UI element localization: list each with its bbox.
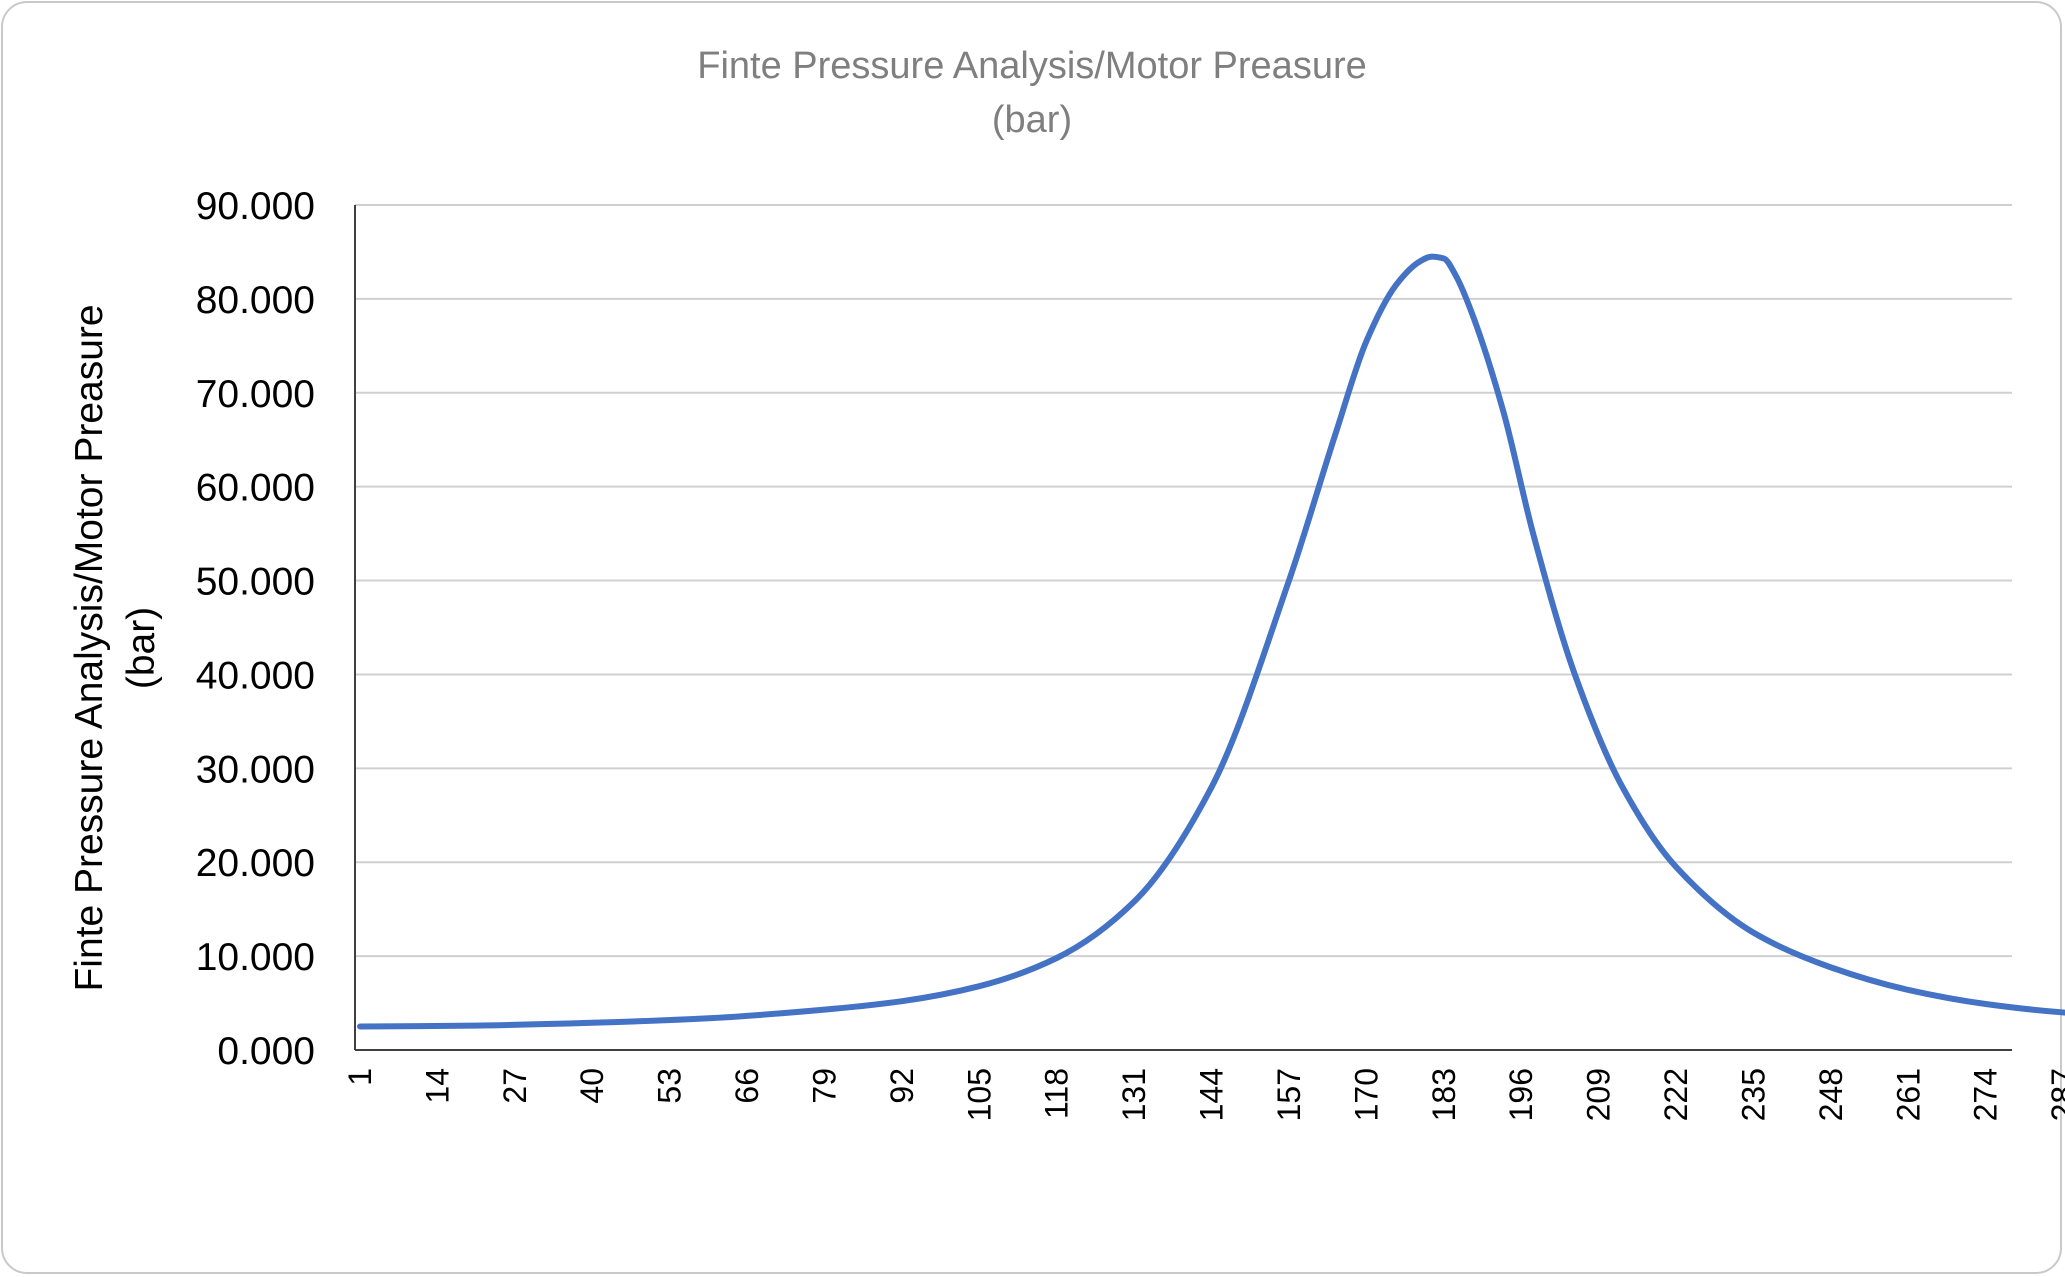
x-tick-222: 222 [1658,1068,1694,1121]
x-tick-label: 92 [884,1068,920,1104]
axes [354,205,2012,1051]
x-tick-27: 27 [497,1068,533,1104]
x-tick-label: 287 [2045,1068,2065,1121]
x-tick-label: 105 [961,1068,997,1121]
x-tick-118: 118 [1039,1068,1075,1119]
y-tick-labels: 0.000 10.000 20.000 30.000 40.000 50.000 60.00… [196,185,315,1073]
x-tick-183: 183 [1426,1068,1462,1121]
chart-title-line-1: Finte Pressure Analysis/Motor Preasure [697,45,1367,87]
y-tick-label: 10.000 [196,936,315,979]
x-tick-label: 14 [419,1068,455,1104]
y-tick-label: 30.000 [196,748,315,791]
x-tick-131: 131 [1116,1068,1152,1121]
x-tick-287: 287 [2045,1068,2065,1121]
y-tick-label: 60.000 [196,467,315,510]
series-layer [357,253,2065,1030]
x-tick-label: 118 [1039,1068,1075,1119]
x-tick-209: 209 [1581,1068,1617,1121]
x-tick-196: 196 [1503,1068,1539,1121]
x-tick-label: 157 [1271,1068,1307,1121]
gridlines [355,204,2012,958]
x-tick-105: 105 [961,1068,997,1121]
y-tick-label: 40.000 [196,654,315,697]
x-tick-label: 27 [497,1068,533,1104]
x-tick-66: 66 [729,1068,765,1104]
x-tick-label: 183 [1426,1068,1462,1121]
x-tick-label: 144 [1194,1068,1230,1121]
series-line [357,253,2065,1030]
x-tick-274: 274 [1968,1068,2004,1121]
y-tick-label: 0.000 [217,1030,315,1073]
y-axis-title-line-2: (bar) [120,607,163,689]
y-tick-label: 90.000 [196,185,315,228]
x-tick-label: 66 [729,1068,765,1104]
x-tick-label: 196 [1503,1068,1539,1121]
x-tick-label: 131 [1116,1068,1152,1121]
x-tick-label: 274 [1968,1068,2004,1121]
x-tick-53: 53 [652,1068,688,1104]
x-tick-170: 170 [1348,1068,1384,1121]
x-tick-labels: 1 14 27 40 53 66 79 92 105 118 131 144 157 170 183 196 2… [342,1068,2065,1121]
x-tick-92: 92 [884,1068,920,1104]
chart-title-line-2: (bar) [992,99,1072,141]
x-tick-label: 261 [1890,1068,1926,1121]
y-tick-label: 80.000 [196,279,315,322]
x-tick-label: 1 [342,1068,378,1086]
y-tick-label: 20.000 [196,842,315,885]
x-tick-1: 1 [342,1068,378,1086]
x-tick-label: 40 [574,1068,610,1104]
x-tick-label: 248 [1813,1068,1849,1121]
x-tick-14: 14 [419,1068,455,1104]
x-tick-248: 248 [1813,1068,1849,1121]
y-tick-label: 50.000 [196,561,315,604]
x-tick-261: 261 [1890,1068,1926,1121]
x-tick-40: 40 [574,1068,610,1104]
x-tick-label: 53 [652,1068,688,1104]
x-tick-79: 79 [806,1068,842,1104]
x-tick-144: 144 [1194,1068,1230,1121]
x-tick-label: 79 [806,1068,842,1104]
x-tick-157: 157 [1271,1068,1307,1121]
y-axis-title: Finte Pressure Analysis/Motor Preasure (… [68,304,163,991]
x-tick-label: 170 [1348,1068,1384,1121]
y-tick-label: 70.000 [196,373,315,416]
x-tick-label: 222 [1658,1068,1694,1121]
x-tick-235: 235 [1735,1068,1771,1121]
x-tick-label: 209 [1581,1068,1617,1121]
x-tick-label: 235 [1735,1068,1771,1121]
y-axis-title-line-1: Finte Pressure Analysis/Motor Preasure [68,304,111,991]
